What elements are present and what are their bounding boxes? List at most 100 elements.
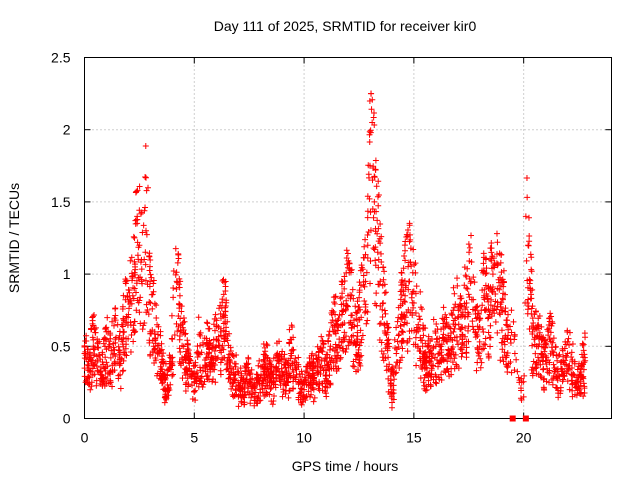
- data-point: [310, 356, 317, 363]
- data-point: [159, 380, 166, 387]
- data-point: [218, 344, 225, 351]
- x-tick-label: 5: [190, 430, 198, 446]
- data-point: [151, 346, 158, 353]
- data-point: [453, 361, 460, 368]
- data-point: [579, 340, 586, 347]
- data-point: [270, 368, 277, 375]
- data-point: [412, 309, 419, 316]
- data-point: [102, 354, 109, 361]
- data-point: [445, 347, 452, 354]
- data-point: [477, 355, 484, 362]
- data-point: [432, 379, 439, 386]
- data-point: [438, 371, 445, 378]
- data-point: [81, 365, 88, 372]
- data-point: [158, 346, 165, 353]
- data-point: [532, 350, 539, 357]
- data-point: [339, 321, 346, 328]
- data-point: [99, 375, 106, 382]
- data-point: [257, 372, 264, 379]
- data-point: [568, 349, 575, 356]
- data-point: [133, 188, 140, 195]
- data-point: [165, 387, 172, 394]
- data-point: [314, 381, 321, 388]
- data-point: [460, 342, 467, 349]
- data-point: [388, 404, 395, 411]
- data-point: [547, 329, 554, 336]
- data-point: [143, 309, 150, 316]
- data-point: [502, 291, 509, 298]
- data-point: [528, 305, 535, 312]
- data-point: [367, 209, 374, 216]
- data-point: [93, 377, 100, 384]
- data-point: [335, 365, 342, 372]
- data-point: [455, 365, 462, 372]
- data-point: [463, 354, 470, 361]
- data-point: [522, 213, 529, 220]
- data-point: [293, 365, 300, 372]
- data-point: [245, 354, 252, 361]
- data-point: [350, 358, 357, 365]
- data-point: [454, 282, 461, 289]
- data-point: [377, 250, 384, 257]
- data-point: [146, 267, 153, 274]
- data-point: [421, 361, 428, 368]
- data-point: [358, 339, 365, 346]
- data-point: [358, 336, 365, 343]
- data-point: [517, 385, 524, 392]
- data-point: [474, 359, 481, 366]
- data-point: [300, 379, 307, 386]
- data-point: [142, 249, 149, 256]
- data-point: [490, 255, 497, 262]
- data-point: [309, 360, 316, 367]
- data-point: [395, 314, 402, 321]
- data-point: [217, 325, 224, 332]
- data-point: [145, 184, 152, 191]
- data-point: [109, 351, 116, 358]
- data-point: [450, 284, 457, 291]
- data-point: [97, 380, 104, 387]
- data-point: [433, 321, 440, 328]
- data-point: [433, 356, 440, 363]
- data-point: [577, 371, 584, 378]
- data-point: [155, 323, 162, 330]
- data-point: [326, 332, 333, 339]
- data-point: [361, 243, 368, 250]
- data-point: [527, 251, 534, 258]
- data-point: [264, 390, 271, 397]
- data-point: [84, 374, 91, 381]
- data-point: [423, 371, 430, 378]
- data-point: [372, 167, 379, 174]
- data-point: [87, 368, 94, 375]
- data-point: [381, 268, 388, 275]
- data-point: [530, 358, 537, 365]
- data-point: [361, 283, 368, 290]
- data-point: [197, 367, 204, 374]
- data-point: [408, 263, 415, 270]
- data-point: [83, 332, 90, 339]
- data-point: [197, 364, 204, 371]
- data-point: [337, 344, 344, 351]
- data-point: [310, 398, 317, 405]
- data-point: [398, 279, 405, 286]
- data-point: [315, 348, 322, 355]
- data-point: [196, 342, 203, 349]
- data-point: [193, 380, 200, 387]
- data-point: [520, 393, 527, 400]
- data-point: [510, 318, 517, 325]
- data-point: [555, 352, 562, 359]
- data-point: [526, 326, 533, 333]
- data-point: [189, 370, 196, 377]
- data-point: [357, 306, 364, 313]
- data-point: [318, 333, 325, 340]
- data-point: [525, 214, 532, 221]
- data-point: [276, 368, 283, 375]
- data-point: [215, 338, 222, 345]
- data-point: [279, 393, 286, 400]
- data-point: [335, 315, 342, 322]
- data-point: [169, 362, 176, 369]
- data-point: [364, 193, 371, 200]
- data-point: [405, 278, 412, 285]
- data-point: [170, 285, 177, 292]
- data-point: [120, 329, 127, 336]
- data-point: [142, 204, 149, 211]
